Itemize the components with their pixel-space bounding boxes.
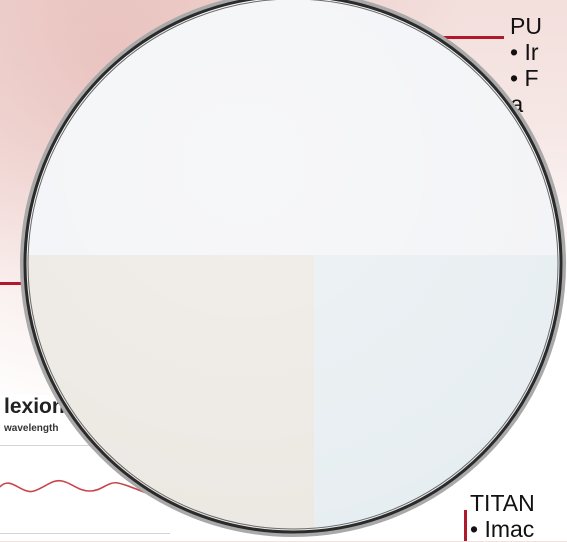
lens-outer-rim	[20, 0, 566, 537]
bottom-callout-bar	[464, 510, 467, 541]
bottom-callout-line-2: • Imac	[470, 516, 535, 542]
spectrum-panel-title: lexion	[4, 395, 65, 418]
spectrum-panel-rule-bottom	[0, 533, 170, 534]
lens-inner-rim	[27, 0, 559, 530]
spectrum-curve	[0, 479, 161, 497]
left-callout-line	[0, 282, 36, 285]
top-callout-line-3: • F	[510, 65, 539, 91]
lens-frame	[23, 0, 563, 534]
bottom-callout-line-1: TITAN	[470, 490, 535, 516]
top-callout-line-2: • Ir	[510, 39, 539, 65]
spectrum-panel-subtitle: wavelength	[4, 423, 59, 434]
top-callout-line	[400, 36, 504, 39]
spectrum-panel-rule-top	[0, 445, 170, 446]
top-callout-line-1: PU	[510, 13, 542, 39]
